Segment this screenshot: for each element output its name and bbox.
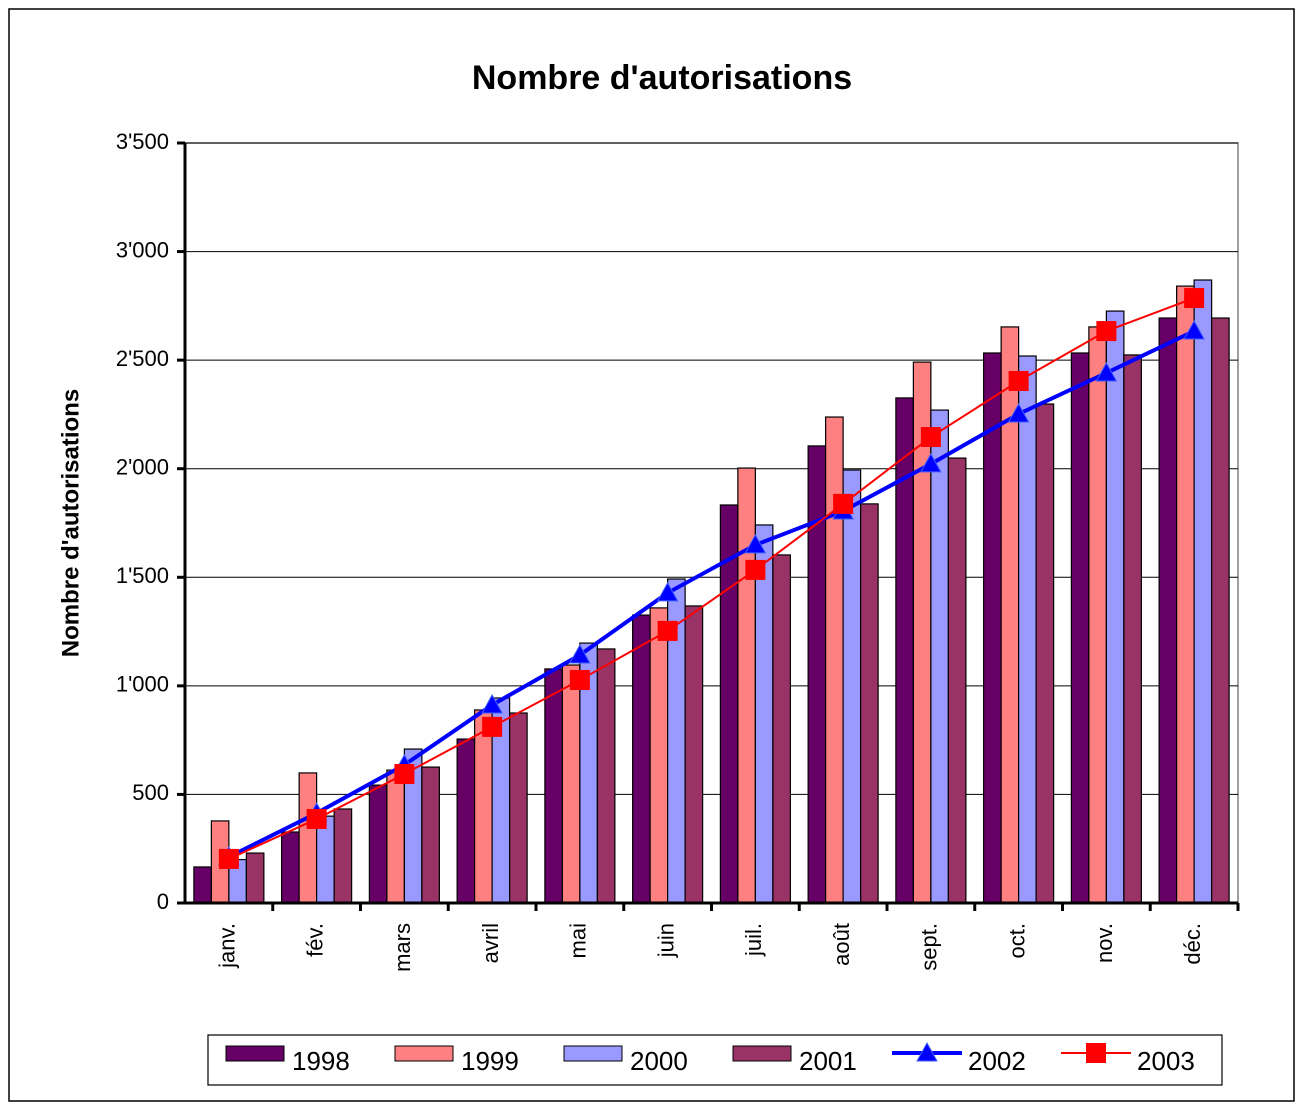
marker	[481, 693, 503, 714]
marker	[1096, 321, 1117, 342]
marker	[744, 533, 767, 554]
marker	[745, 559, 766, 580]
bar	[930, 409, 949, 904]
x-tick-label: juil.	[741, 923, 766, 957]
bar	[1088, 326, 1107, 904]
x-tick-label: déc.	[1180, 923, 1205, 965]
bar	[561, 664, 581, 904]
y-tick-label: 3'500	[116, 129, 169, 154]
bar	[421, 766, 440, 904]
y-tick-label: 2'000	[116, 455, 169, 480]
bar	[807, 445, 827, 904]
marker	[1095, 361, 1118, 382]
marker	[569, 669, 590, 690]
bar	[1123, 354, 1142, 904]
y-tick-label: 1'000	[116, 672, 169, 697]
legend-swatch	[732, 1045, 792, 1062]
legend-label: 2002	[968, 1046, 1026, 1076]
bar	[281, 831, 300, 904]
bar	[1176, 285, 1195, 904]
marker	[833, 493, 854, 514]
bar	[1070, 352, 1090, 904]
bar	[649, 607, 669, 904]
legend-swatch	[563, 1045, 623, 1062]
marker	[656, 581, 679, 602]
x-tick-label: oct.	[1004, 923, 1029, 958]
y-tick-label: 3'000	[116, 237, 169, 262]
marker	[916, 1041, 938, 1062]
marker	[920, 427, 941, 448]
bar	[474, 709, 493, 904]
bar	[1193, 279, 1213, 904]
marker	[1007, 402, 1030, 423]
chart-title: Nombre d'autorisations	[472, 59, 852, 97]
bar	[509, 712, 528, 904]
marker	[1008, 370, 1029, 391]
bar	[1211, 317, 1230, 904]
y-tick-label: 2'500	[116, 346, 169, 371]
marker	[218, 848, 239, 869]
bar	[772, 554, 791, 904]
bar	[1105, 310, 1125, 904]
y-tick-label: 500	[132, 780, 169, 805]
bar	[825, 416, 844, 904]
legend-label: 2000	[630, 1046, 688, 1076]
legend-label: 1999	[461, 1046, 519, 1076]
bar	[368, 784, 388, 904]
line	[227, 329, 1195, 859]
bar	[1018, 355, 1037, 904]
y-tick-label: 0	[157, 889, 169, 914]
line	[228, 297, 1195, 860]
bar	[316, 815, 335, 904]
bar	[842, 469, 862, 904]
bar	[754, 524, 774, 904]
x-tick-label: avril	[478, 923, 503, 963]
bar	[632, 614, 651, 904]
bar	[245, 852, 265, 904]
x-tick-label: sept.	[917, 923, 942, 971]
bar	[333, 808, 353, 904]
bar	[737, 467, 756, 904]
bar	[860, 503, 879, 904]
x-tick-label: nov.	[1092, 923, 1117, 963]
legend-label: 2003	[1137, 1046, 1195, 1076]
legend-swatch	[394, 1045, 454, 1062]
x-tick-label: août	[829, 923, 854, 966]
bar	[596, 648, 616, 904]
bar	[1035, 403, 1055, 904]
bar	[947, 457, 967, 904]
x-tick-label: janv.	[215, 923, 240, 969]
bar	[684, 605, 704, 904]
bar	[983, 352, 1002, 904]
bar	[544, 668, 563, 904]
y-tick-label: 1'500	[116, 563, 169, 588]
legend-swatch	[225, 1045, 285, 1062]
x-tick-label: juin	[653, 923, 678, 958]
y-axis-label: Nombre d'autorisations	[57, 389, 84, 657]
marker	[569, 643, 591, 664]
marker	[482, 716, 503, 737]
marker	[1184, 288, 1205, 309]
bar	[1158, 317, 1178, 904]
x-tick-label: mai	[566, 923, 591, 958]
legend-label: 2001	[799, 1046, 857, 1076]
x-tick-label: fév.	[302, 923, 327, 957]
bar	[386, 769, 405, 904]
legend-box	[207, 1034, 1223, 1086]
bar	[193, 866, 212, 904]
legend-label: 1998	[292, 1046, 350, 1076]
marker	[657, 620, 678, 641]
x-tick-label: mars	[390, 923, 415, 972]
marker	[1086, 1043, 1106, 1063]
bar	[298, 772, 318, 904]
bar	[456, 738, 476, 904]
marker	[394, 764, 415, 785]
marker	[306, 808, 327, 829]
marker	[1183, 320, 1205, 340]
plot-area	[184, 142, 1239, 904]
marker	[920, 452, 942, 473]
